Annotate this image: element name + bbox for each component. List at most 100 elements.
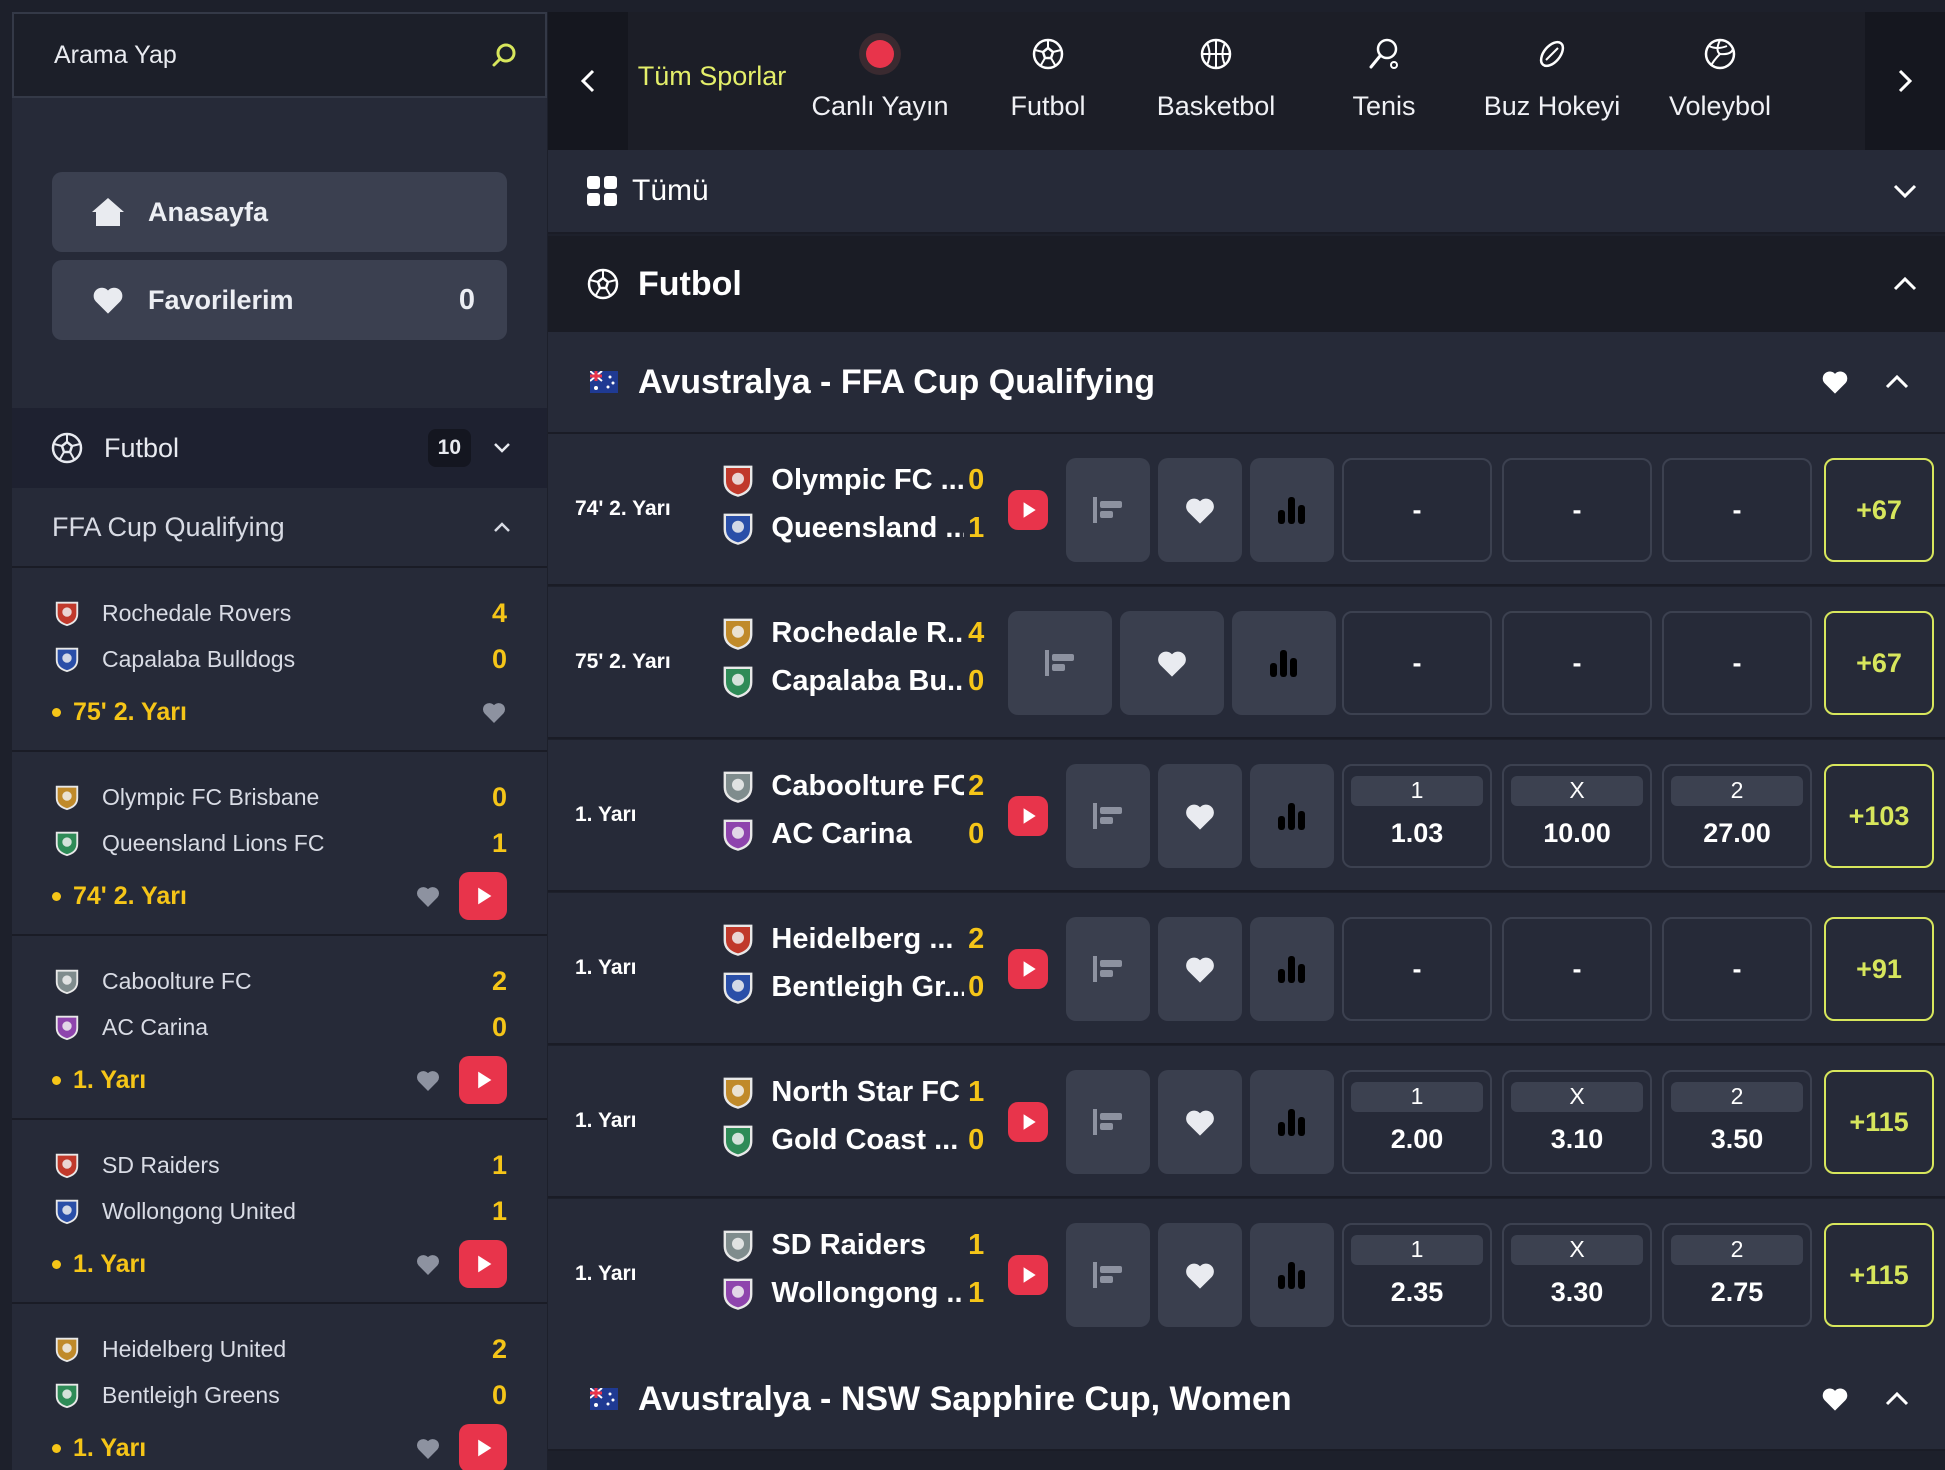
odds-button[interactable]: - — [1342, 611, 1492, 715]
more-markets-button[interactable]: +103 — [1824, 764, 1934, 868]
odds-button[interactable]: - — [1502, 611, 1652, 715]
statistics-button[interactable] — [1250, 1070, 1334, 1174]
more-markets-button[interactable]: +67 — [1824, 458, 1934, 562]
more-markets-count: +103 — [1848, 800, 1910, 831]
statistics-button[interactable] — [1232, 611, 1336, 715]
favorite-button[interactable] — [1158, 1070, 1242, 1174]
odds-button[interactable]: 2 27.00 — [1662, 764, 1812, 868]
match-details-button[interactable] — [1066, 1223, 1150, 1327]
favorite-button[interactable] — [1158, 1223, 1242, 1327]
favorite-button[interactable] — [1158, 917, 1242, 1021]
play-stream-button[interactable] — [1008, 949, 1048, 989]
sport-tab[interactable]: Canlı Yayın — [796, 12, 964, 150]
statistics-button[interactable] — [1250, 458, 1334, 562]
odds-button[interactable]: 1 2.35 — [1342, 1223, 1492, 1327]
league-header[interactable]: Avustralya - NSW Sapphire Cup, Women — [548, 1349, 1945, 1451]
play-stream-button[interactable] — [459, 1424, 507, 1470]
heart-icon[interactable] — [415, 1437, 441, 1460]
home-team: SD Raiders 1 — [718, 1221, 988, 1269]
favorite-button[interactable] — [1158, 458, 1242, 562]
sport-tab[interactable]: Basketbol — [1132, 12, 1300, 150]
match-row[interactable]: 74' 2. Yarı Olympic FC ... 0 Queensland … — [548, 434, 1945, 586]
heart-icon[interactable] — [481, 701, 507, 724]
match-row[interactable]: 1. Yarı SD Raiders 1 Wollongong ... 1 1 — [548, 1199, 1945, 1351]
match-details-button[interactable] — [1066, 764, 1150, 868]
sport-tab[interactable]: Buz Hokeyi — [1468, 12, 1636, 150]
more-markets-button[interactable]: +115 — [1824, 1223, 1934, 1327]
heart-icon[interactable] — [415, 1069, 441, 1092]
statistics-button[interactable] — [1250, 764, 1334, 868]
heart-icon — [1184, 802, 1216, 831]
favorite-button[interactable] — [1120, 611, 1224, 715]
odds-button[interactable]: X 10.00 — [1502, 764, 1652, 868]
sport-tab[interactable]: Futbol — [964, 12, 1132, 150]
play-stream-button[interactable] — [1008, 1102, 1048, 1142]
match-details-button[interactable] — [1066, 458, 1150, 562]
favorite-button[interactable] — [1158, 764, 1242, 868]
play-stream-button[interactable] — [459, 1240, 507, 1288]
search-icon[interactable] — [491, 42, 517, 68]
odds-button[interactable]: 2 3.50 — [1662, 1070, 1812, 1174]
odds-button[interactable]: 1 2.00 — [1342, 1070, 1492, 1174]
sport-section-header[interactable]: Futbol — [548, 236, 1945, 332]
more-markets-button[interactable]: +91 — [1824, 917, 1934, 1021]
play-stream-button[interactable] — [1008, 490, 1048, 530]
odds-button[interactable]: 1 1.03 — [1342, 764, 1492, 868]
heart-icon[interactable] — [415, 1253, 441, 1276]
match-details-button[interactable] — [1008, 611, 1112, 715]
chevron-up-icon[interactable] — [1885, 1392, 1909, 1406]
statistics-button[interactable] — [1250, 1223, 1334, 1327]
odds-button[interactable]: - — [1662, 458, 1812, 562]
chevron-up-icon[interactable] — [493, 521, 511, 533]
away-team: Queensland Lions FC 1 — [52, 820, 507, 866]
play-stream-button[interactable] — [459, 872, 507, 920]
match-row[interactable]: 1. Yarı Heidelberg ... 2 Bentleigh Gr...… — [548, 893, 1945, 1045]
odds-button[interactable]: X 3.30 — [1502, 1223, 1652, 1327]
match-row[interactable]: 1. Yarı Caboolture FC 2 AC Carina 0 1 1 — [548, 740, 1945, 892]
statistics-button[interactable] — [1250, 917, 1334, 1021]
match-row[interactable]: 75' 2. Yarı Rochedale R... 4 Capalaba Bu… — [548, 587, 1945, 739]
match-details-button[interactable] — [1066, 1070, 1150, 1174]
sidebar-match[interactable]: SD Raiders 1 Wollongong United 1 1. Yarı — [12, 1120, 547, 1304]
search-bar[interactable]: Arama Yap — [12, 12, 547, 98]
sidebar-match[interactable]: Caboolture FC 2 AC Carina 0 1. Yarı — [12, 936, 547, 1120]
home-team: Olympic FC ... 0 — [718, 456, 988, 504]
odds-button[interactable]: - — [1662, 917, 1812, 1021]
sidebar-league-row[interactable]: FFA Cup Qualifying — [12, 488, 547, 568]
play-icon — [1017, 499, 1039, 521]
league-header[interactable]: Avustralya - FFA Cup Qualifying — [548, 332, 1945, 434]
sidebar-match[interactable]: Rochedale Rovers 4 Capalaba Bulldogs 0 7… — [12, 568, 547, 752]
play-stream-button[interactable] — [1008, 1255, 1048, 1295]
odds-button[interactable]: - — [1342, 458, 1492, 562]
play-stream-button[interactable] — [1008, 796, 1048, 836]
heart-icon[interactable] — [1821, 1386, 1849, 1412]
sidebar-match[interactable]: Heidelberg United 2 Bentleigh Greens 0 1… — [12, 1304, 547, 1470]
odds-button[interactable]: - — [1662, 611, 1812, 715]
heart-icon[interactable] — [1821, 369, 1849, 395]
match-row[interactable]: 1. Yarı North Star FC 1 Gold Coast ... 0… — [548, 1046, 1945, 1198]
sidebar-match[interactable]: Olympic FC Brisbane 0 Queensland Lions F… — [12, 752, 547, 936]
chevron-up-icon[interactable] — [1893, 277, 1917, 291]
odds-button[interactable]: - — [1502, 917, 1652, 1021]
more-markets-button[interactable]: +67 — [1824, 611, 1934, 715]
odds-button[interactable]: - — [1342, 917, 1492, 1021]
nav-home-button[interactable]: Anasayfa — [52, 172, 507, 252]
odds-button[interactable]: 2 2.75 — [1662, 1223, 1812, 1327]
scroll-right-button[interactable] — [1865, 12, 1945, 150]
odds-button[interactable]: - — [1502, 458, 1652, 562]
chevron-up-icon[interactable] — [1885, 375, 1909, 389]
filter-dropdown[interactable]: Tümü — [548, 150, 1945, 234]
sport-tab[interactable]: Tüm Sporlar — [628, 12, 796, 150]
chevron-down-icon[interactable] — [493, 442, 511, 454]
more-markets-button[interactable]: +115 — [1824, 1070, 1934, 1174]
sport-tab[interactable]: Tenis — [1300, 12, 1468, 150]
scroll-left-button[interactable] — [548, 12, 628, 150]
sidebar-sport-football[interactable]: Futbol 10 — [12, 408, 547, 488]
match-details-button[interactable] — [1066, 917, 1150, 1021]
heart-icon[interactable] — [415, 885, 441, 908]
sport-tab[interactable]: Voleybol — [1636, 12, 1804, 150]
volleyball-icon — [1703, 31, 1737, 77]
nav-favorites-button[interactable]: Favorilerim 0 — [52, 260, 507, 340]
odds-button[interactable]: X 3.10 — [1502, 1070, 1652, 1174]
play-stream-button[interactable] — [459, 1056, 507, 1104]
